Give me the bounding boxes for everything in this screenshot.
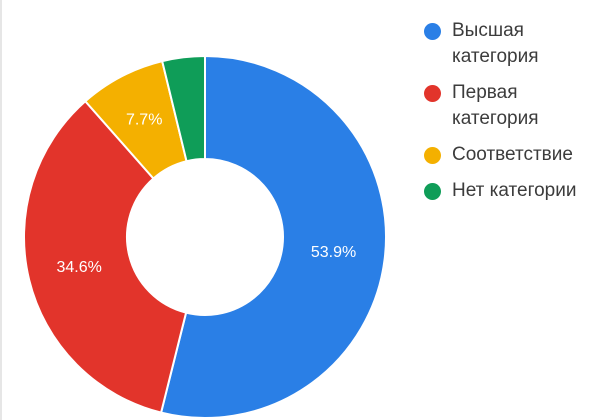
slice-data-label: 7.7% (126, 112, 162, 129)
legend-item: Соответствие (424, 142, 600, 168)
legend-swatch (424, 183, 441, 200)
legend-label: Соответствие (452, 144, 573, 165)
legend-item: Нет категории (424, 178, 600, 204)
legend: Высшая категория Первая категория Соотве… (424, 18, 600, 214)
donut-chart: 53.9% 34.6% 7.7% (23, 54, 387, 419)
slice-data-label: 34.6% (56, 259, 101, 276)
legend-swatch (424, 85, 441, 102)
donut-slice (23, 99, 188, 414)
donut-slice (159, 54, 387, 419)
legend-swatch (424, 147, 441, 164)
slice-data-label: 53.9% (311, 244, 356, 261)
legend-label: Нет категории (452, 180, 577, 201)
legend-swatch (424, 23, 441, 40)
frame-edge (0, 0, 2, 420)
legend-label: Первая категория (452, 82, 539, 129)
donut-slice (160, 54, 206, 163)
legend-label: Высшая категория (452, 20, 539, 67)
legend-item: Высшая категория (424, 18, 600, 70)
legend-item: Первая категория (424, 80, 600, 132)
